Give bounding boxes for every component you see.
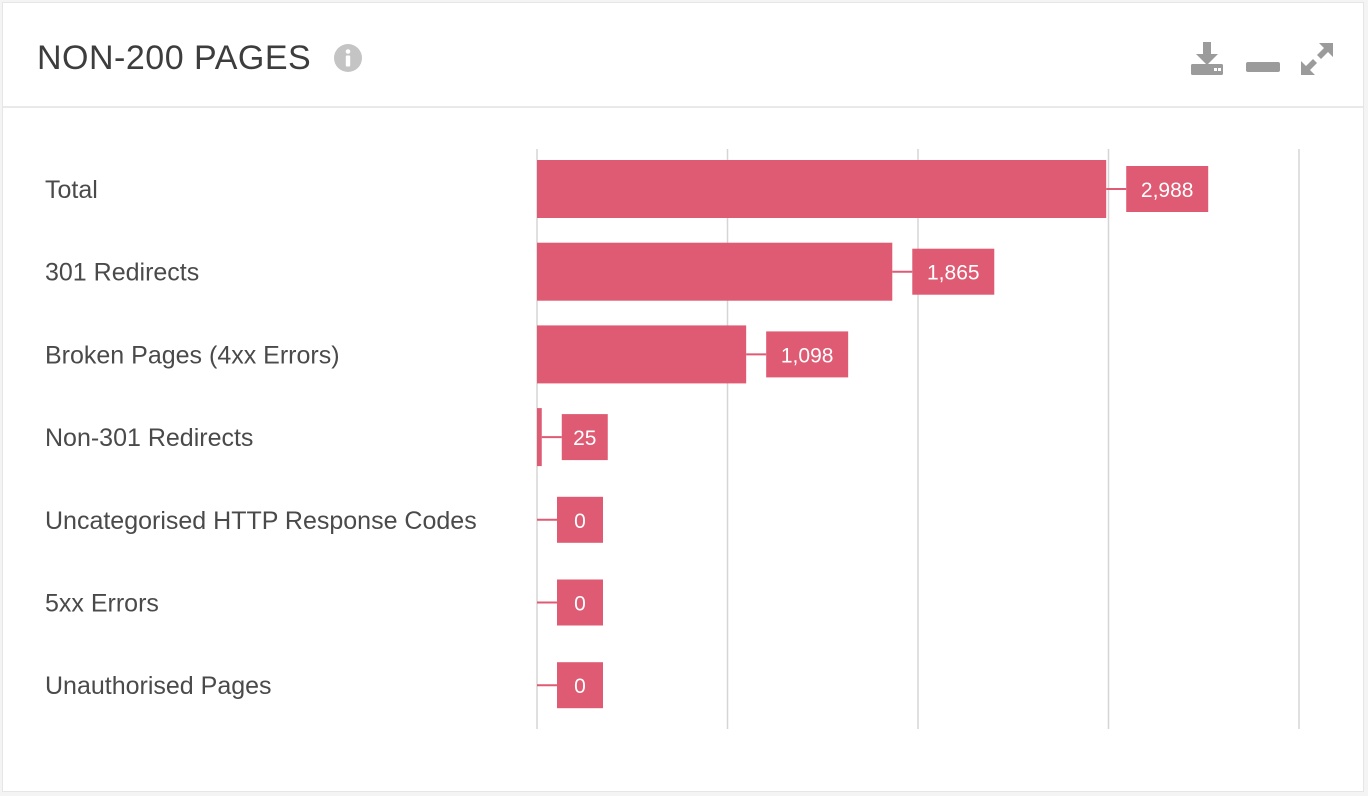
category-label: 5xx Errors — [45, 590, 159, 618]
data-label: 25 — [573, 427, 596, 450]
category-label: Uncategorised HTTP Response Codes — [45, 507, 477, 535]
expand-icon[interactable] — [1297, 39, 1337, 79]
bar-chart: Total 2,988 301 Redirects 1,865 Broken Pages… — [45, 149, 1300, 729]
data-label: 1,098 — [781, 344, 834, 367]
bar[interactable] — [537, 408, 542, 467]
category-label: Non-301 Redirects — [45, 424, 253, 452]
data-label-box — [912, 248, 995, 295]
data-label: 0 — [574, 510, 586, 533]
category-label: 301 Redirects — [45, 259, 199, 287]
data-label-box — [766, 331, 849, 378]
download-icon[interactable] — [1187, 39, 1227, 79]
category-label: Broken Pages (4xx Errors) — [45, 341, 340, 369]
minimize-icon[interactable] — [1243, 39, 1283, 79]
widget-header: NON-200 PAGES — [3, 3, 1363, 108]
data-label-box — [1126, 166, 1209, 212]
info-icon[interactable] — [333, 43, 363, 73]
data-label-box — [561, 414, 608, 461]
data-label: 2,988 — [1141, 179, 1194, 202]
data-label-box — [557, 579, 603, 626]
bar[interactable] — [537, 160, 1107, 218]
data-label-box — [557, 496, 603, 543]
category-label: Unauthorised Pages — [45, 672, 272, 700]
bar[interactable] — [537, 242, 893, 301]
data-label: 1,865 — [927, 262, 980, 285]
bar[interactable] — [537, 325, 747, 384]
data-label: 0 — [574, 593, 586, 616]
data-label: 0 — [574, 675, 586, 698]
data-label-box — [557, 662, 603, 709]
category-label: Total — [45, 176, 98, 204]
widget-title: NON-200 PAGES — [37, 39, 312, 77]
